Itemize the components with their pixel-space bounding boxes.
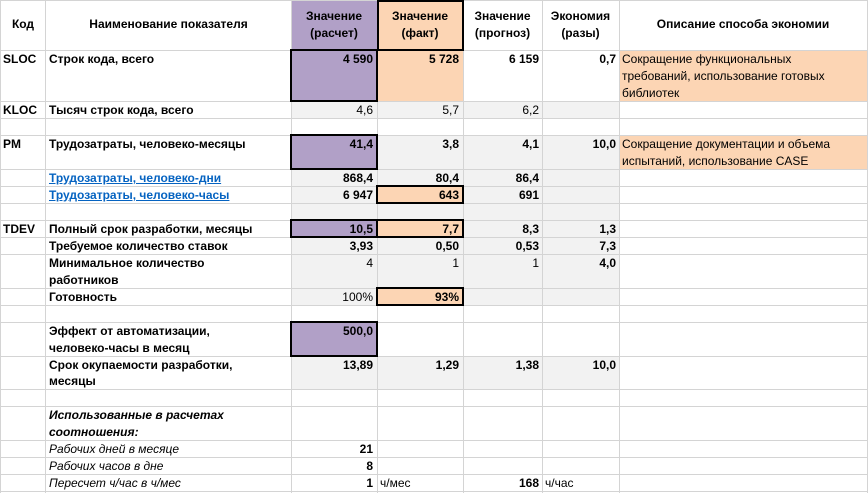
minw-name-1: Минимальное количество xyxy=(49,256,205,270)
ready-fact[interactable]: 93% xyxy=(434,290,459,304)
sloc-calc-box xyxy=(290,49,378,102)
header-name: Наименование показателя xyxy=(89,17,248,31)
effect-calc[interactable]: 500,0 xyxy=(342,324,373,338)
person-hours-link[interactable]: Трудозатраты, человеко-часы xyxy=(49,188,230,202)
pd-fact[interactable]: 80,4 xyxy=(435,171,459,185)
minw-calc[interactable]: 4 xyxy=(366,256,373,270)
staff-fact[interactable]: 0,50 xyxy=(435,239,459,253)
effect-calc-box xyxy=(290,321,378,357)
ratios-title-2: соотношения: xyxy=(49,425,139,439)
pm-desc-1: Сокращение документации и объема xyxy=(622,137,831,151)
tdev-name: Полный срок разработки, месяцы xyxy=(49,222,253,236)
payback-name-2: месяцы xyxy=(49,374,96,388)
kloc-calc[interactable]: 4,6 xyxy=(356,103,373,117)
sloc-name: Строк кода, всего xyxy=(49,52,155,66)
pm-code: PM xyxy=(3,137,21,151)
sloc-calc[interactable]: 4 590 xyxy=(342,52,373,66)
tdev-fact-box xyxy=(376,219,464,238)
pd-forecast[interactable]: 86,4 xyxy=(515,171,539,185)
pd-calc[interactable]: 868,4 xyxy=(342,171,373,185)
hours-label: Рабочих часов в дне xyxy=(49,459,164,473)
header-fact-2: (факт) xyxy=(401,26,439,40)
minw-forecast[interactable]: 1 xyxy=(532,256,539,270)
days-value[interactable]: 21 xyxy=(359,442,373,456)
staff-savings[interactable]: 7,3 xyxy=(599,239,616,253)
conv-value[interactable]: 1 xyxy=(366,476,373,490)
ph-fact[interactable]: 643 xyxy=(438,188,459,202)
header-fact-1: Значение xyxy=(391,9,449,23)
conv-value2[interactable]: 168 xyxy=(518,476,539,490)
sloc-desc-2: требований, использование готовых xyxy=(622,69,825,83)
header-fact-box xyxy=(377,0,464,51)
ph-forecast[interactable]: 691 xyxy=(518,188,539,202)
conv-unit2: ч/час xyxy=(545,476,574,490)
ready-calc[interactable]: 100% xyxy=(342,290,373,304)
tdev-fact[interactable]: 7,7 xyxy=(442,222,459,236)
header-forecast-1: Значение xyxy=(474,9,531,23)
sloc-fact[interactable]: 5 728 xyxy=(428,52,459,66)
staff-name: Требуемое количество ставок xyxy=(49,239,228,253)
header-calc-1: Значение xyxy=(305,9,363,23)
sloc-desc-1: Сокращение функциональных xyxy=(622,52,792,66)
payback-savings[interactable]: 10,0 xyxy=(592,358,616,372)
pm-savings[interactable]: 10,0 xyxy=(592,137,616,151)
pm-desc-2: испытаний, использование CASE xyxy=(622,154,809,168)
minw-name-2: работников xyxy=(49,273,119,287)
person-days-link[interactable]: Трудозатраты, человеко-дни xyxy=(49,171,222,185)
pm-forecast[interactable]: 4,1 xyxy=(522,137,539,151)
kloc-forecast[interactable]: 6,2 xyxy=(522,103,539,117)
minw-fact[interactable]: 1 xyxy=(452,256,459,270)
kloc-fact[interactable]: 5,7 xyxy=(442,103,459,117)
header-forecast-2: (прогноз) xyxy=(474,26,531,40)
kloc-name: Тысяч строк кода, всего xyxy=(49,103,194,117)
header-calc-fill xyxy=(291,0,377,50)
sloc-forecast[interactable]: 6 159 xyxy=(508,52,539,66)
pm-calc-box xyxy=(290,134,378,170)
header-code: Код xyxy=(11,17,35,31)
effect-name-2: человеко-часы в месяц xyxy=(49,341,190,355)
header-savings-1: Экономия xyxy=(550,9,611,23)
pm-name: Трудозатраты, человеко-месяцы xyxy=(49,137,246,151)
sloc-savings[interactable]: 0,7 xyxy=(599,52,616,66)
sloc-desc-3: библиотек xyxy=(622,86,680,100)
tdev-calc[interactable]: 10,5 xyxy=(349,222,373,236)
payback-fact[interactable]: 1,29 xyxy=(435,358,459,372)
staff-forecast[interactable]: 0,53 xyxy=(515,239,539,253)
tdev-code: TDEV xyxy=(3,222,36,236)
days-label: Рабочих дней в месяце xyxy=(49,442,180,456)
sloc-code: SLOC xyxy=(3,52,37,66)
effect-name-1: Эффект от автоматизации, xyxy=(49,324,210,338)
ready-name: Готовность xyxy=(49,290,118,304)
ratios-title-1: Использованные в расчетах xyxy=(49,408,224,422)
payback-forecast[interactable]: 1,38 xyxy=(515,358,539,372)
tdev-savings[interactable]: 1,3 xyxy=(599,222,616,236)
header-calc-2: (расчет) xyxy=(310,26,358,40)
hours-value[interactable]: 8 xyxy=(366,459,373,473)
conv-unit1: ч/мес xyxy=(380,476,411,490)
ph-calc[interactable]: 6 947 xyxy=(342,188,373,202)
ph-fact-box xyxy=(376,185,464,204)
pm-calc[interactable]: 41,4 xyxy=(349,137,373,151)
header-fact-fill xyxy=(377,0,463,50)
kloc-code: KLOC xyxy=(3,103,37,117)
minw-savings[interactable]: 4,0 xyxy=(599,256,616,270)
payback-name-1: Срок окупаемости разработки, xyxy=(49,358,233,372)
payback-calc[interactable]: 13,89 xyxy=(342,358,373,372)
conv-label: Пересчет ч/час в ч/мес xyxy=(49,476,181,490)
ready-fact-box xyxy=(376,287,464,306)
pm-fact[interactable]: 3,8 xyxy=(442,137,459,151)
header-desc: Описание способа экономии xyxy=(656,17,830,31)
header-savings-2: (разы) xyxy=(561,26,600,40)
tdev-forecast[interactable]: 8,3 xyxy=(522,222,539,236)
staff-calc[interactable]: 3,93 xyxy=(349,239,373,253)
